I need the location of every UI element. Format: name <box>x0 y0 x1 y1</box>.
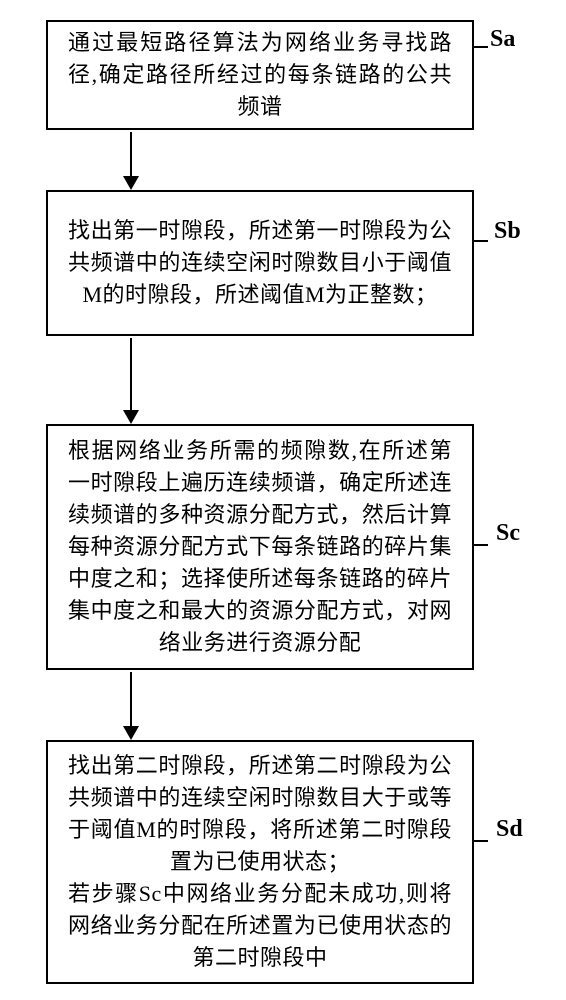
node-label-sa: Sa <box>490 26 515 53</box>
node-label-sb: Sb <box>494 218 521 245</box>
edge-sc-sd <box>130 672 132 726</box>
flowchart-node-sd: 找出第二时隙段，所述第二时隙段为公共频谱中的连续空闲时隙数目大于或等于阈值M的时… <box>46 740 474 984</box>
node-text-sa: 通过最短路径算法为网络业务寻找路径,确定路径所经过的每条链路的公共频谱 <box>68 27 452 123</box>
arrowhead-sb-sc <box>123 410 139 424</box>
flowchart-node-sa: 通过最短路径算法为网络业务寻找路径,确定路径所经过的每条链路的公共频谱 <box>46 20 474 130</box>
flowchart-container: 通过最短路径算法为网络业务寻找路径,确定路径所经过的每条链路的公共频谱 Sa 找… <box>0 0 566 1000</box>
node-label-sc: Sc <box>496 520 520 547</box>
edge-sa-sb <box>130 132 132 176</box>
node-text-sc: 根据网络业务所需的频隙数,在所述第一时隙段上遍历连续频谱，确定所述连续频谱的多种… <box>68 435 452 658</box>
arrowhead-sc-sd <box>123 726 139 740</box>
label-connector-sb <box>474 240 488 242</box>
edge-sb-sc <box>130 338 132 410</box>
flowchart-node-sc: 根据网络业务所需的频隙数,在所述第一时隙段上遍历连续频谱，确定所述连续频谱的多种… <box>46 424 474 670</box>
label-connector-sd <box>474 840 488 842</box>
arrowhead-sa-sb <box>123 176 139 190</box>
label-connector-sa <box>474 46 488 48</box>
node-text-sb: 找出第一时隙段，所述第一时隙段为公共频谱中的连续空闲时隙数目小于阈值M的时隙段，… <box>68 215 452 311</box>
node-label-sd: Sd <box>496 816 523 843</box>
flowchart-node-sb: 找出第一时隙段，所述第一时隙段为公共频谱中的连续空闲时隙数目小于阈值M的时隙段，… <box>46 190 474 336</box>
node-text-sd: 找出第二时隙段，所述第二时隙段为公共频谱中的连续空闲时隙数目大于或等于阈值M的时… <box>68 750 452 973</box>
label-connector-sc <box>474 544 488 546</box>
